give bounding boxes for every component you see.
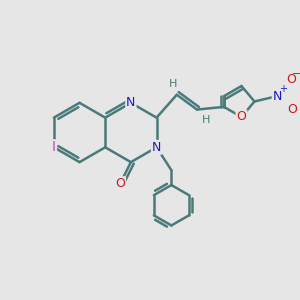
- Text: +: +: [279, 84, 287, 94]
- Text: N: N: [152, 141, 161, 154]
- Text: O: O: [236, 110, 246, 124]
- Text: O: O: [287, 103, 297, 116]
- Text: N: N: [126, 96, 136, 109]
- Text: O: O: [286, 74, 296, 86]
- Text: H: H: [169, 80, 178, 89]
- Text: I: I: [52, 140, 56, 154]
- Text: O: O: [115, 177, 125, 190]
- Text: H: H: [202, 115, 211, 125]
- Text: −: −: [292, 69, 300, 79]
- Text: N: N: [273, 90, 282, 103]
